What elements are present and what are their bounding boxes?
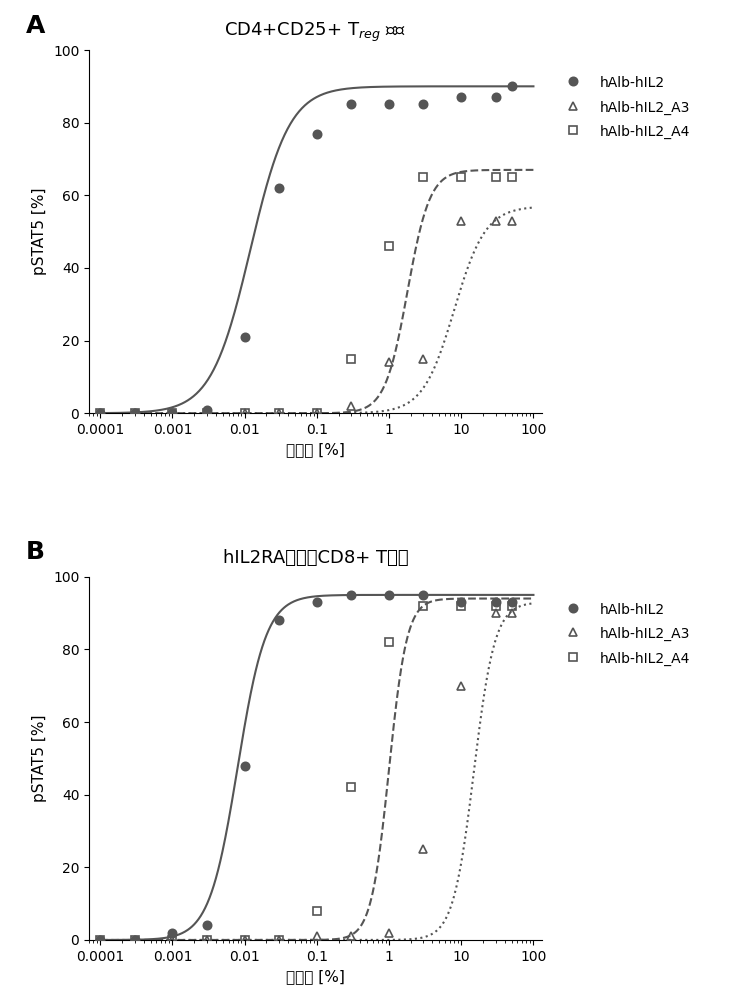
- hAlb-hIL2: [275, 182, 283, 194]
- hAlb-hIL2_A3: [168, 934, 177, 946]
- hAlb-hIL2: [96, 407, 105, 419]
- Line: hAlb-hIL2_A4: hAlb-hIL2_A4: [96, 173, 516, 417]
- hAlb-hIL2_A4: [457, 171, 466, 183]
- hAlb-hIL2_A4: [96, 934, 105, 946]
- hAlb-hIL2: [384, 589, 393, 601]
- hAlb-hIL2: [491, 91, 500, 103]
- hAlb-hIL2_A3: [508, 607, 516, 619]
- Line: hAlb-hIL2: hAlb-hIL2: [96, 591, 516, 944]
- hAlb-hIL2: [419, 98, 428, 110]
- hAlb-hIL2_A3: [240, 934, 249, 946]
- hAlb-hIL2_A3: [203, 407, 211, 419]
- hAlb-hIL2_A3: [240, 407, 249, 419]
- hAlb-hIL2_A4: [96, 407, 105, 419]
- hAlb-hIL2: [508, 80, 516, 92]
- hAlb-hIL2_A3: [96, 407, 105, 419]
- hAlb-hIL2_A3: [384, 927, 393, 939]
- hAlb-hIL2_A4: [491, 600, 500, 612]
- X-axis label: 上清液 [%]: 上清液 [%]: [286, 443, 345, 458]
- hAlb-hIL2: [168, 927, 177, 939]
- Line: hAlb-hIL2_A4: hAlb-hIL2_A4: [96, 602, 516, 944]
- Line: hAlb-hIL2_A3: hAlb-hIL2_A3: [96, 217, 516, 417]
- hAlb-hIL2_A4: [168, 407, 177, 419]
- hAlb-hIL2: [457, 596, 466, 608]
- hAlb-hIL2_A4: [419, 600, 428, 612]
- hAlb-hIL2: [347, 589, 355, 601]
- Line: hAlb-hIL2_A3: hAlb-hIL2_A3: [96, 609, 516, 944]
- hAlb-hIL2_A4: [203, 934, 211, 946]
- hAlb-hIL2_A3: [457, 215, 466, 227]
- hAlb-hIL2: [203, 919, 211, 931]
- hAlb-hIL2_A3: [491, 215, 500, 227]
- hAlb-hIL2_A4: [457, 600, 466, 612]
- hAlb-hIL2_A4: [491, 171, 500, 183]
- hAlb-hIL2: [312, 596, 321, 608]
- hAlb-hIL2_A4: [275, 934, 283, 946]
- hAlb-hIL2_A3: [312, 930, 321, 942]
- hAlb-hIL2_A3: [168, 407, 177, 419]
- hAlb-hIL2_A4: [131, 407, 139, 419]
- hAlb-hIL2_A4: [240, 407, 249, 419]
- hAlb-hIL2_A4: [347, 781, 355, 793]
- hAlb-hIL2: [240, 331, 249, 343]
- hAlb-hIL2_A3: [312, 407, 321, 419]
- hAlb-hIL2_A4: [508, 600, 516, 612]
- hAlb-hIL2_A3: [131, 407, 139, 419]
- hAlb-hIL2_A3: [275, 407, 283, 419]
- hAlb-hIL2: [384, 98, 393, 110]
- hAlb-hIL2_A3: [457, 680, 466, 692]
- hAlb-hIL2: [168, 407, 177, 419]
- Y-axis label: pSTAT5 [%]: pSTAT5 [%]: [33, 188, 47, 275]
- hAlb-hIL2_A3: [275, 934, 283, 946]
- Text: A: A: [26, 14, 45, 38]
- hAlb-hIL2: [419, 589, 428, 601]
- X-axis label: 上清液 [%]: 上清液 [%]: [286, 969, 345, 984]
- hAlb-hIL2_A4: [508, 171, 516, 183]
- hAlb-hIL2_A3: [203, 934, 211, 946]
- hAlb-hIL2_A3: [508, 215, 516, 227]
- hAlb-hIL2_A4: [312, 407, 321, 419]
- hAlb-hIL2: [312, 128, 321, 140]
- Legend: hAlb-hIL2, hAlb-hIL2_A3, hAlb-hIL2_A4: hAlb-hIL2, hAlb-hIL2_A3, hAlb-hIL2_A4: [558, 75, 690, 139]
- hAlb-hIL2: [96, 934, 105, 946]
- hAlb-hIL2_A4: [384, 636, 393, 648]
- hAlb-hIL2_A4: [312, 905, 321, 917]
- hAlb-hIL2_A4: [203, 407, 211, 419]
- hAlb-hIL2_A4: [275, 407, 283, 419]
- hAlb-hIL2_A3: [347, 930, 355, 942]
- hAlb-hIL2: [347, 98, 355, 110]
- hAlb-hIL2_A3: [419, 843, 428, 855]
- hAlb-hIL2: [491, 596, 500, 608]
- hAlb-hIL2_A3: [131, 934, 139, 946]
- hAlb-hIL2_A4: [131, 934, 139, 946]
- hAlb-hIL2_A3: [491, 607, 500, 619]
- hAlb-hIL2_A4: [240, 934, 249, 946]
- hAlb-hIL2_A4: [168, 934, 177, 946]
- hAlb-hIL2: [508, 596, 516, 608]
- hAlb-hIL2: [131, 934, 139, 946]
- hAlb-hIL2_A3: [347, 400, 355, 412]
- Line: hAlb-hIL2: hAlb-hIL2: [96, 82, 516, 417]
- Legend: hAlb-hIL2, hAlb-hIL2_A3, hAlb-hIL2_A4: hAlb-hIL2, hAlb-hIL2_A3, hAlb-hIL2_A4: [558, 602, 690, 666]
- hAlb-hIL2: [275, 614, 283, 626]
- hAlb-hIL2_A4: [419, 171, 428, 183]
- hAlb-hIL2_A3: [419, 353, 428, 365]
- hAlb-hIL2: [240, 760, 249, 772]
- Title: CD4+CD25+ T$_{reg}$ 细胞: CD4+CD25+ T$_{reg}$ 细胞: [224, 21, 407, 44]
- hAlb-hIL2: [131, 407, 139, 419]
- Y-axis label: pSTAT5 [%]: pSTAT5 [%]: [33, 715, 47, 802]
- Text: B: B: [26, 540, 45, 564]
- hAlb-hIL2_A4: [347, 353, 355, 365]
- hAlb-hIL2: [457, 91, 466, 103]
- hAlb-hIL2_A4: [384, 240, 393, 252]
- hAlb-hIL2_A3: [96, 934, 105, 946]
- hAlb-hIL2: [203, 404, 211, 416]
- Title: hIL2RA转染的CD8+ T细胞: hIL2RA转染的CD8+ T细胞: [223, 549, 408, 567]
- hAlb-hIL2_A3: [384, 356, 393, 368]
